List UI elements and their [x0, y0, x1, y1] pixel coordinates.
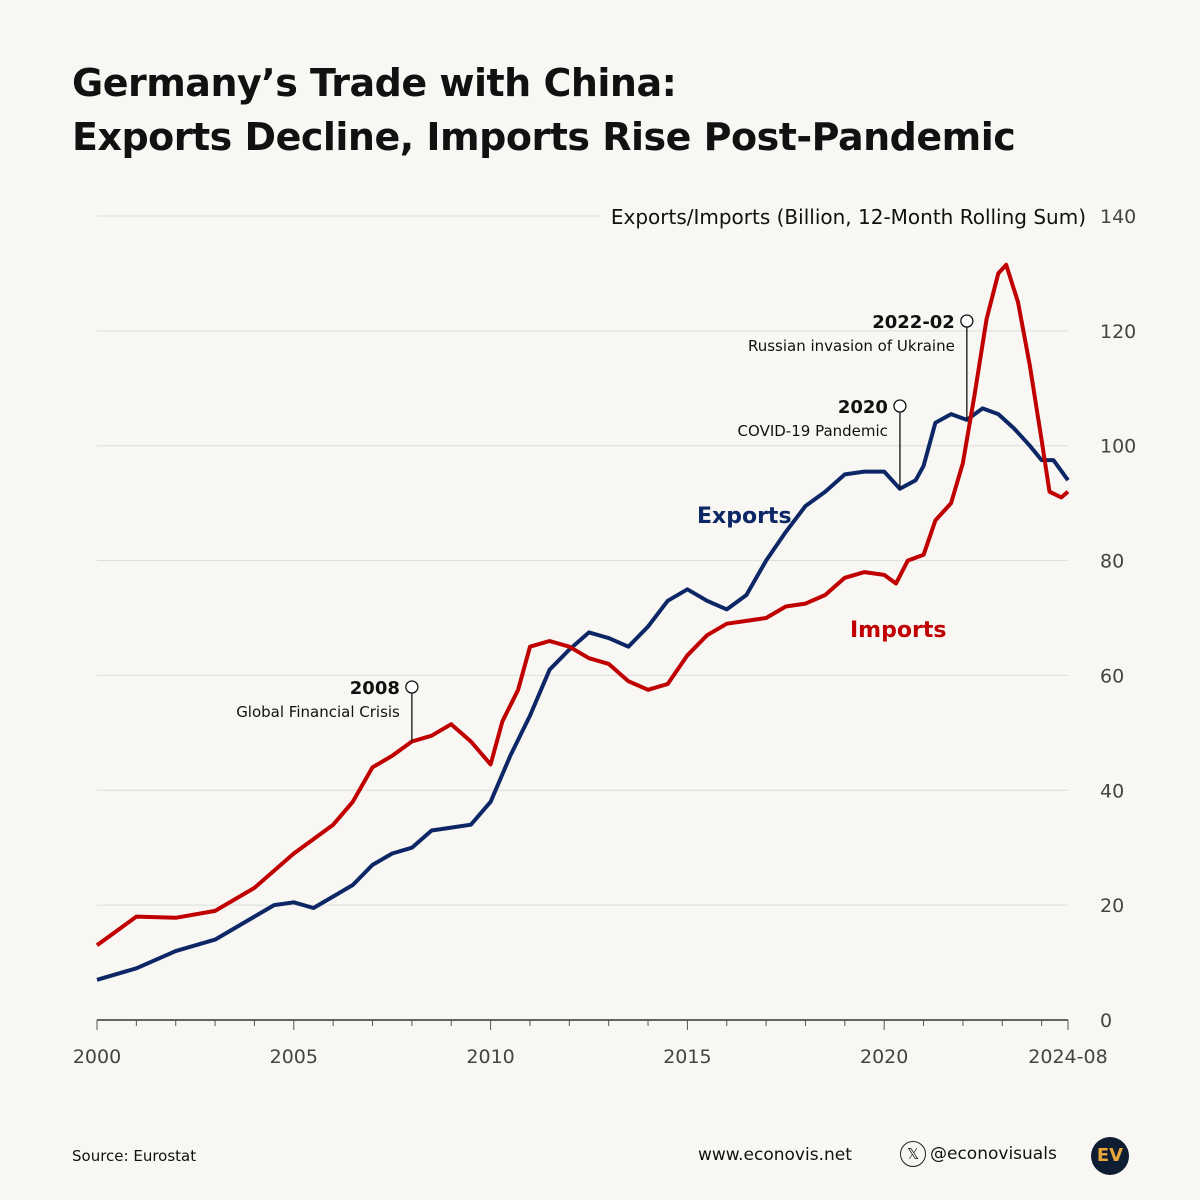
y-tick-label: 80 — [1100, 551, 1124, 573]
y-tick-label: 140 — [1100, 206, 1136, 228]
econovis-logo: EV — [1091, 1137, 1129, 1175]
annotation-text: Global Financial Crisis — [236, 703, 400, 721]
annotation-marker — [960, 314, 974, 328]
social-handle[interactable]: 𝕏 @econovisuals — [900, 1141, 1057, 1167]
series-label-imports: Imports — [850, 618, 946, 643]
annotation-marker — [893, 399, 907, 413]
annotation-label: 2020 — [838, 397, 888, 418]
y-axis-label: Exports/Imports (Billion, 12-Month Rolli… — [611, 205, 1086, 229]
title-line-1: Germany’s Trade with China: — [72, 61, 677, 105]
series-line-imports — [95, 262, 1070, 947]
title-line-2: Exports Decline, Imports Rise Post-Pande… — [72, 115, 1016, 159]
annotation-text: COVID-19 Pandemic — [738, 422, 888, 440]
website-link[interactable]: www.econovis.net — [698, 1145, 852, 1165]
x-tick-label: 2005 — [270, 1046, 318, 1068]
y-tick-label: 100 — [1100, 436, 1136, 458]
x-tick-label: 2010 — [466, 1046, 514, 1068]
annotation-marker — [405, 680, 419, 694]
y-tick-label: 20 — [1100, 895, 1124, 917]
x-tick-label: 2000 — [73, 1046, 121, 1068]
x-tick-label: 2015 — [663, 1046, 711, 1068]
y-tick-label: 40 — [1100, 780, 1124, 802]
chart-title: Germany’s Trade with China: Exports Decl… — [72, 56, 1016, 164]
handle-text: @econovisuals — [930, 1144, 1057, 1164]
annotation-label: 2008 — [350, 678, 400, 699]
x-tick-label: 2024-08 — [1028, 1046, 1107, 1068]
annotation-label: 2022-02 — [872, 312, 955, 333]
series-label-exports: Exports — [697, 504, 792, 529]
x-logo-icon: 𝕏 — [900, 1141, 926, 1167]
y-tick-label: 120 — [1100, 321, 1136, 343]
x-tick-label: 2020 — [860, 1046, 908, 1068]
y-tick-label: 0 — [1100, 1010, 1112, 1032]
annotation-text: Russian invasion of Ukraine — [748, 337, 955, 355]
y-tick-label: 60 — [1100, 665, 1124, 687]
source-note: Source: Eurostat — [72, 1147, 197, 1165]
series-line-exports — [96, 406, 1070, 982]
